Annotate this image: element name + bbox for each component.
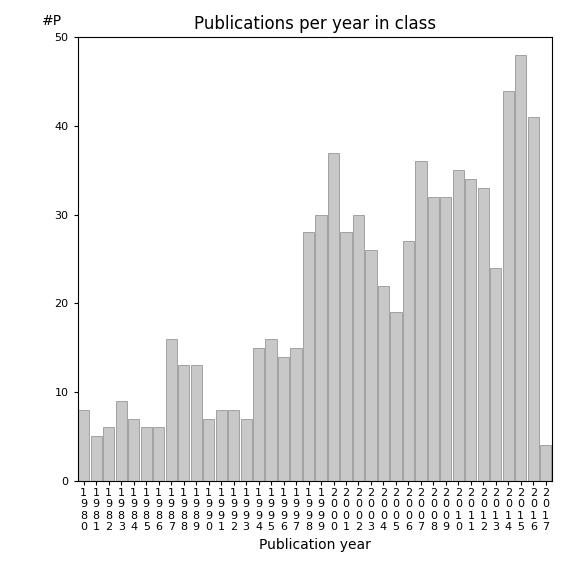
Bar	[428, 197, 439, 481]
Bar	[103, 428, 115, 481]
Bar	[290, 348, 302, 481]
Y-axis label: #P: #P	[41, 15, 62, 28]
Bar	[128, 418, 139, 481]
Bar	[353, 215, 364, 481]
Bar	[415, 162, 426, 481]
Bar	[228, 410, 239, 481]
Bar	[215, 410, 227, 481]
Bar	[178, 365, 189, 481]
Bar	[253, 348, 264, 481]
Bar	[203, 418, 214, 481]
Bar	[340, 232, 352, 481]
Bar	[91, 437, 102, 481]
Bar	[540, 445, 551, 481]
Bar	[240, 418, 252, 481]
Bar	[390, 312, 401, 481]
Bar	[78, 410, 90, 481]
Bar	[365, 250, 376, 481]
Bar	[191, 365, 202, 481]
Bar	[153, 428, 164, 481]
Bar	[315, 215, 327, 481]
Bar	[116, 401, 127, 481]
Bar	[466, 179, 476, 481]
Bar	[303, 232, 314, 481]
Bar	[478, 188, 489, 481]
Bar	[265, 339, 277, 481]
Bar	[490, 268, 501, 481]
Bar	[166, 339, 177, 481]
Bar	[278, 357, 289, 481]
Bar	[440, 197, 451, 481]
Bar	[452, 170, 464, 481]
X-axis label: Publication year: Publication year	[259, 538, 371, 552]
Title: Publications per year in class: Publications per year in class	[194, 15, 436, 33]
Bar	[328, 153, 339, 481]
Bar	[515, 55, 526, 481]
Bar	[141, 428, 152, 481]
Bar	[528, 117, 539, 481]
Bar	[503, 91, 514, 481]
Bar	[378, 286, 389, 481]
Bar	[403, 242, 414, 481]
